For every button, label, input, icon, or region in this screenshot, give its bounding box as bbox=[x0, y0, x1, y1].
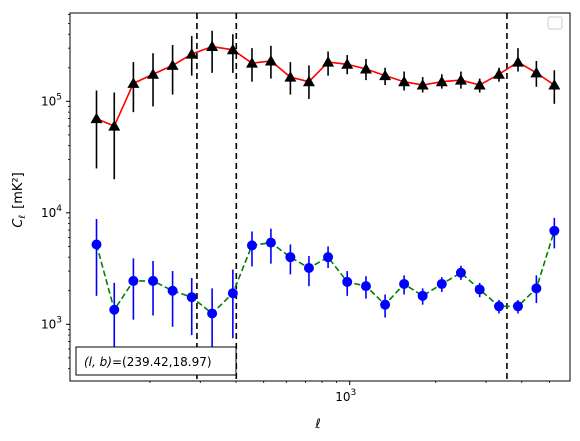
series-0-point bbox=[302, 75, 315, 87]
annotation-text: (l, b)=(239.42,18.97) bbox=[84, 355, 212, 369]
series-1-point bbox=[531, 283, 542, 294]
series-0-point bbox=[108, 120, 121, 131]
series-1-point bbox=[360, 281, 371, 292]
series-0-point bbox=[416, 79, 429, 90]
series-1-point bbox=[342, 276, 353, 287]
series-0-point bbox=[206, 40, 219, 52]
series-0-point bbox=[473, 79, 486, 90]
series-1-point bbox=[148, 275, 159, 286]
y-tick-label: 104 bbox=[41, 204, 62, 220]
annotation-value: =(239.42,18.97) bbox=[112, 355, 212, 369]
series-0-point bbox=[548, 79, 561, 90]
y-axis-label: Cℓ [mK²] bbox=[11, 172, 28, 227]
series-1-point bbox=[227, 288, 238, 299]
annotation-frame bbox=[75, 346, 237, 376]
series-1-point bbox=[167, 285, 178, 296]
series-1-point bbox=[186, 292, 197, 303]
x-tick-base: 10 bbox=[335, 390, 350, 404]
series-1-point bbox=[323, 252, 334, 263]
series-1-point bbox=[380, 299, 391, 310]
series-0-point bbox=[264, 55, 277, 66]
legend bbox=[547, 16, 563, 30]
y-tick-label: 103 bbox=[41, 315, 62, 331]
series-0-point bbox=[530, 66, 543, 78]
annotation-box: (l, b)=(239.42,18.97) bbox=[75, 346, 237, 376]
series-0-point bbox=[90, 112, 103, 124]
series-1-point bbox=[417, 290, 428, 301]
series-0-point bbox=[435, 75, 448, 87]
series-1-point bbox=[128, 275, 139, 286]
series-0-point bbox=[322, 56, 335, 67]
y-tick-base: 10 bbox=[41, 317, 56, 331]
x-tick-exp: 3 bbox=[350, 388, 356, 398]
series-0-point bbox=[185, 48, 198, 59]
y-tick-label: 105 bbox=[41, 92, 62, 108]
series-0-point bbox=[341, 58, 354, 69]
y-tick-base: 10 bbox=[41, 94, 56, 108]
series-0-point bbox=[359, 63, 372, 74]
series-1-point bbox=[109, 304, 120, 315]
series-0-point bbox=[166, 59, 179, 70]
legend-box[interactable] bbox=[547, 16, 563, 30]
series-0-point bbox=[226, 43, 239, 55]
plot-content bbox=[90, 13, 561, 381]
series-1-point bbox=[512, 301, 523, 312]
series-1-point bbox=[207, 308, 218, 319]
x-axis-label: ℓ bbox=[314, 417, 320, 432]
series-1-point bbox=[494, 301, 505, 312]
y-tick-exp: 3 bbox=[56, 315, 62, 325]
series-1-point bbox=[246, 240, 257, 251]
y-tick-base: 10 bbox=[41, 206, 56, 220]
y-axis-label-main: C bbox=[11, 218, 26, 228]
y-tick-exp: 5 bbox=[56, 92, 62, 102]
series-0-point bbox=[379, 69, 392, 81]
series-1-point bbox=[265, 237, 276, 248]
y-axis-label-unit: [mK²] bbox=[11, 172, 26, 209]
plot-area bbox=[90, 13, 561, 381]
series-0-point bbox=[454, 74, 467, 85]
series-0-point bbox=[511, 56, 524, 67]
series-1-point bbox=[455, 267, 466, 278]
series-1-point bbox=[549, 225, 560, 236]
series-1-point bbox=[303, 262, 314, 273]
y-tick-exp: 4 bbox=[56, 204, 62, 214]
x-tick-label: 103 bbox=[335, 388, 356, 404]
series-0-point bbox=[245, 57, 258, 68]
series-1-point bbox=[285, 252, 296, 263]
series-1-point bbox=[474, 284, 485, 295]
plot-frame bbox=[69, 12, 571, 382]
series-0-point bbox=[284, 71, 297, 82]
series-1-point bbox=[399, 278, 410, 289]
annotation-prefix: (l, b) bbox=[84, 355, 112, 369]
series-0-point bbox=[127, 77, 140, 88]
series-1-point bbox=[436, 278, 447, 289]
y-axis-label-sub: ℓ bbox=[18, 215, 28, 220]
series-0-point bbox=[147, 68, 160, 79]
series-0-point bbox=[398, 75, 411, 87]
series-0-point bbox=[493, 68, 506, 79]
series-1-point bbox=[91, 239, 102, 250]
